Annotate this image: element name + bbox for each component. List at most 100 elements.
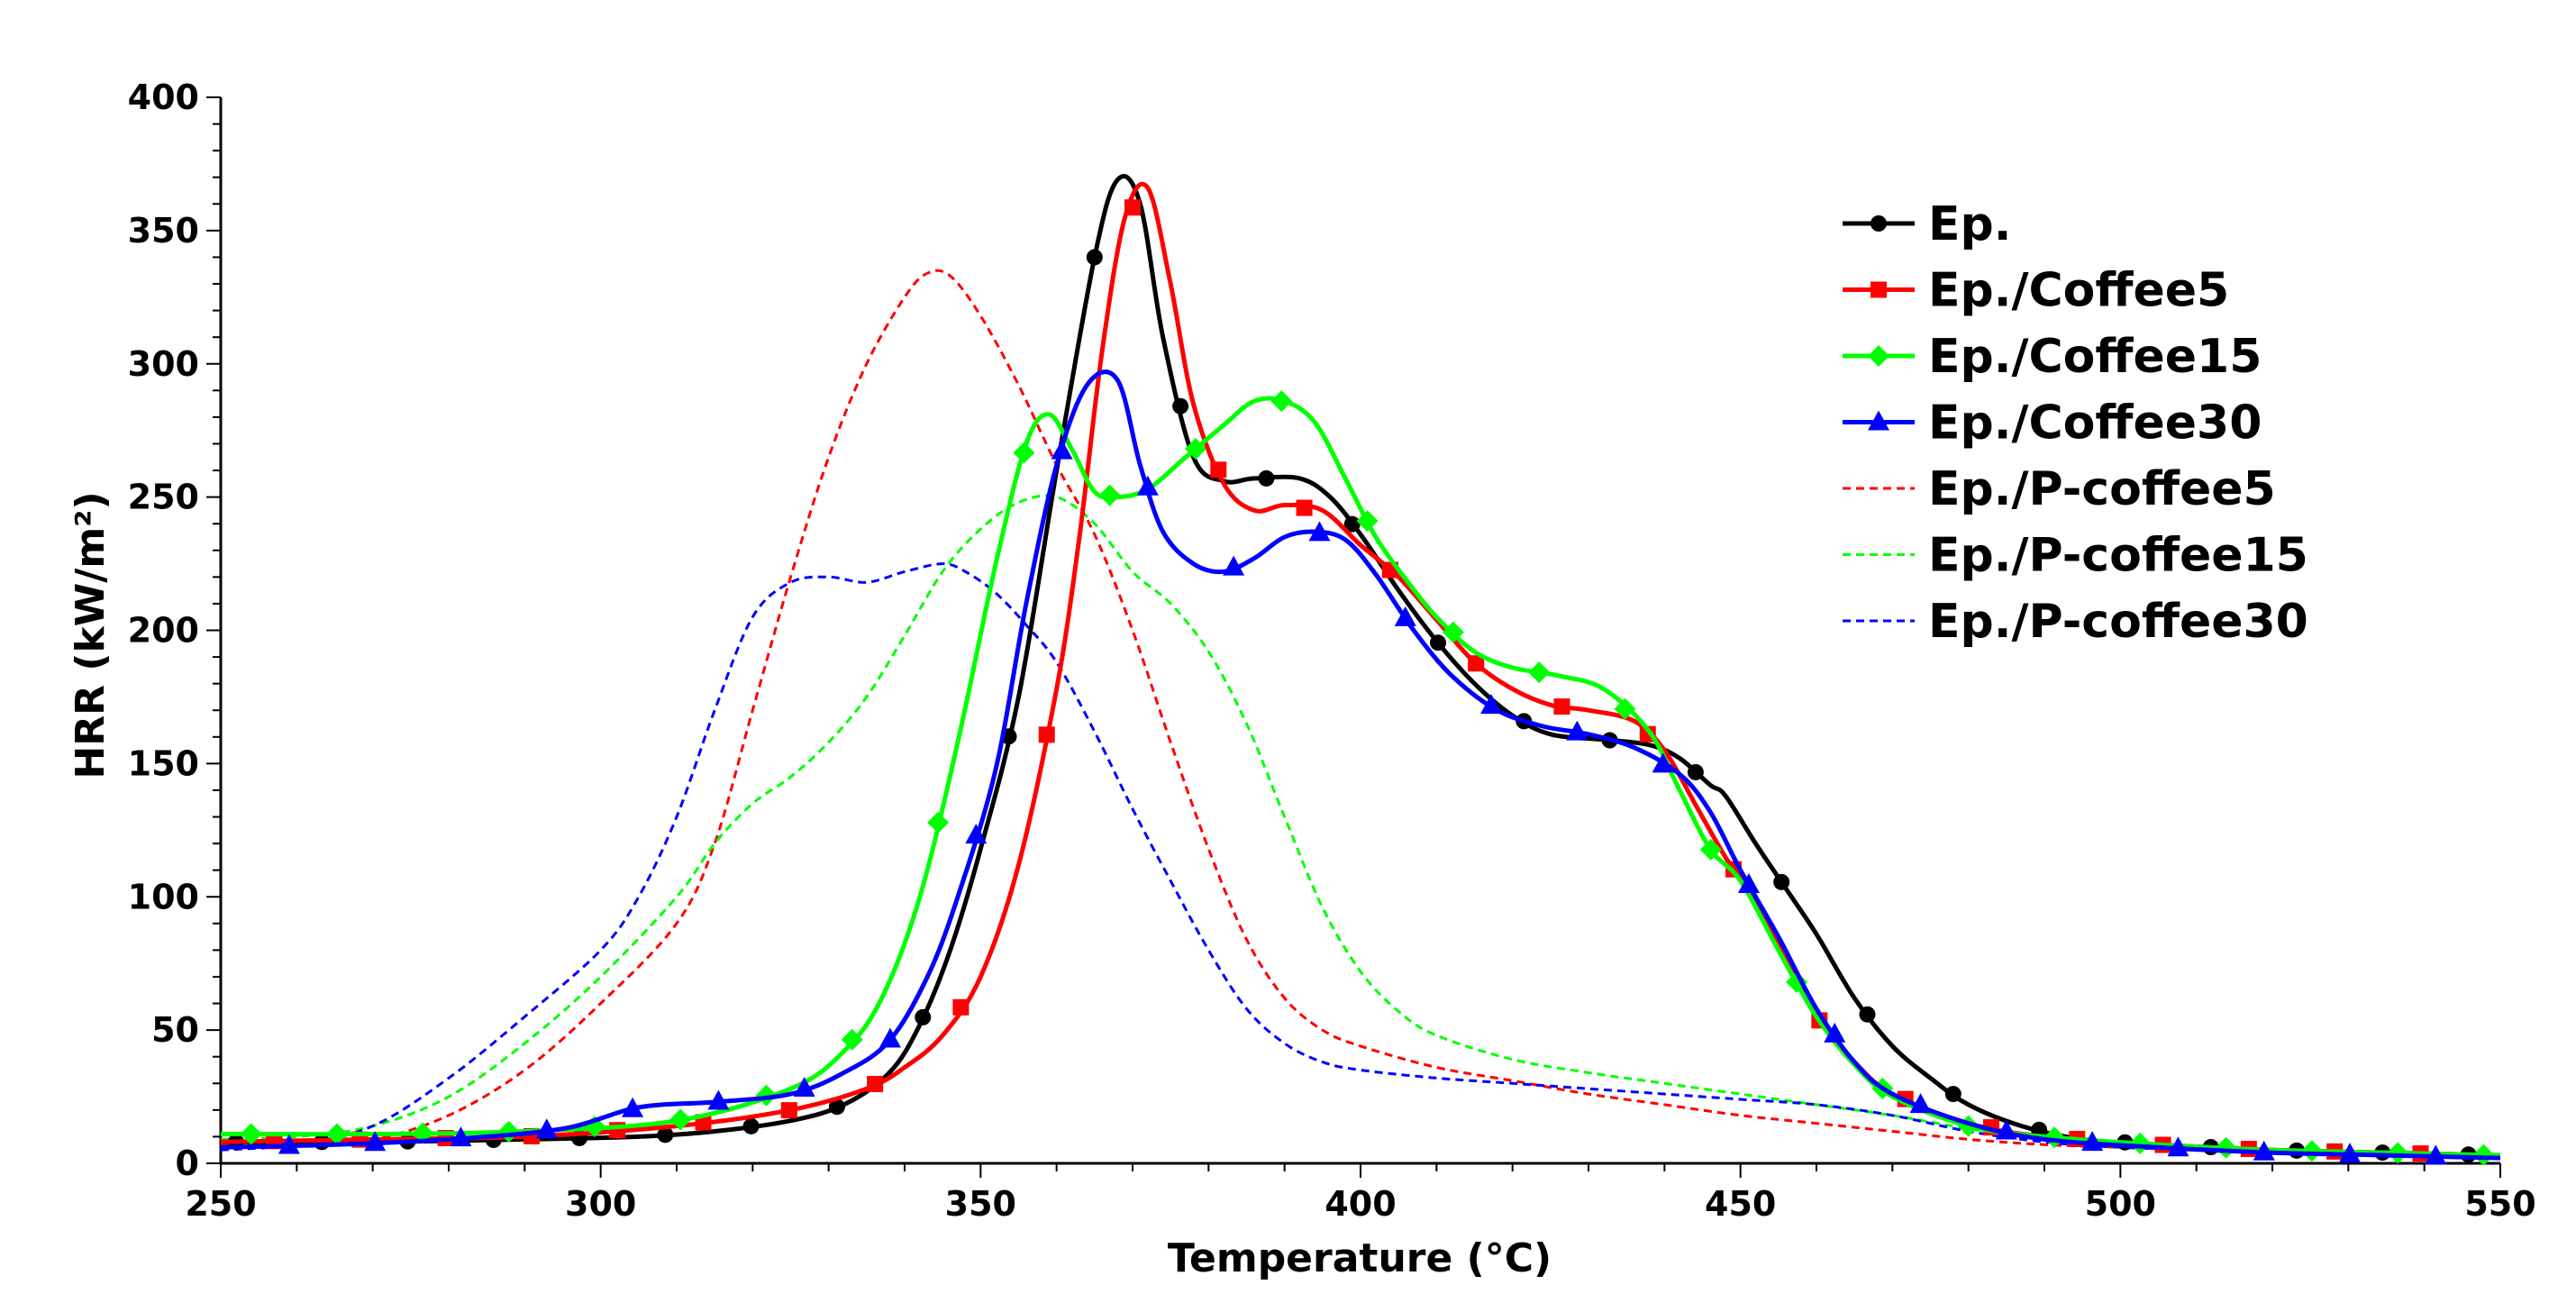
data-point [1995, 1119, 2017, 1140]
data-point [1566, 720, 1588, 741]
data-point [326, 1123, 349, 1145]
data-point [841, 1028, 863, 1051]
data-point [1871, 281, 1887, 298]
data-point [535, 1118, 558, 1139]
data-point [364, 1131, 387, 1152]
series-line [220, 174, 2501, 1158]
data-point [2425, 1144, 2447, 1165]
y-tick-label: 300 [128, 344, 199, 384]
data-point [240, 1123, 262, 1145]
data-point [1442, 621, 1464, 643]
data-point [2167, 1136, 2189, 1157]
data-point [622, 1097, 644, 1117]
data-point [1871, 215, 1887, 232]
legend-entry: Ep./P-coffee30 [1843, 595, 2308, 649]
data-point [1086, 249, 1103, 266]
series-line [220, 494, 2501, 1157]
data-point [1909, 1093, 1932, 1114]
data-point [1051, 439, 1073, 460]
series-ep- [220, 174, 2501, 1163]
data-point [1773, 873, 1790, 890]
data-point [793, 1077, 815, 1098]
data-point [1430, 634, 1447, 652]
data-point [1528, 661, 1551, 684]
data-point [1868, 345, 1889, 367]
data-point [1343, 515, 1361, 533]
data-point [952, 998, 969, 1016]
data-point [1480, 694, 1503, 715]
data-point [2081, 1131, 2104, 1152]
data-point [1223, 555, 1245, 576]
data-point [1468, 655, 1485, 672]
data-point [2253, 1140, 2275, 1161]
legend-label: Ep. [1928, 197, 2012, 251]
data-point [1296, 499, 1313, 516]
series-group [220, 174, 2501, 1166]
legend-entry: Ep./Coffee15 [1843, 330, 2262, 384]
data-point [1038, 726, 1055, 743]
legend: Ep. Ep./Coffee5 Ep./Coffee15 Ep./Coffee30 Ep… [1843, 197, 2308, 649]
legend-entry: Ep./Coffee30 [1843, 396, 2262, 451]
data-point [2339, 1143, 2362, 1163]
data-point [1136, 475, 1159, 496]
y-tick-label: 400 [128, 77, 199, 117]
series-ep-p-coffee30 [220, 562, 2501, 1160]
y-tick-label: 250 [128, 478, 199, 517]
legend-label: Ep./Coffee30 [1928, 396, 2262, 451]
legend-label: Ep./P-coffee5 [1928, 462, 2276, 516]
y-tick-label: 150 [128, 743, 199, 783]
series-line [220, 269, 2501, 1157]
data-point [1356, 510, 1379, 533]
x-tick-label: 500 [2085, 1184, 2156, 1224]
legend-entry: Ep./P-coffee15 [1843, 529, 2308, 583]
data-point [1184, 438, 1206, 460]
y-axis-title: HRR (kW/m²) [68, 491, 114, 779]
data-point [1944, 1086, 1962, 1103]
data-point [2387, 1142, 2409, 1164]
y-tick-label: 100 [128, 877, 199, 916]
x-tick-label: 450 [1705, 1184, 1776, 1224]
data-point [828, 1098, 845, 1116]
data-point [1868, 410, 1889, 431]
legend-entry: Ep./P-coffee5 [1843, 462, 2276, 516]
x-tick-label: 300 [565, 1184, 636, 1224]
series-ep-coffee30 [220, 369, 2501, 1165]
x-tick-label: 550 [2464, 1184, 2535, 1224]
data-point [657, 1126, 674, 1144]
data-point [742, 1117, 760, 1134]
data-point [965, 824, 988, 844]
data-point [450, 1126, 472, 1147]
data-point [2472, 1144, 2495, 1166]
series-line [220, 369, 2501, 1161]
data-point [1172, 397, 1189, 415]
data-point [927, 811, 950, 834]
series-ep-p-coffee15 [220, 494, 2501, 1157]
data-point [669, 1108, 692, 1131]
legend-entry: Ep./Coffee5 [1843, 264, 2229, 318]
data-point [1013, 442, 1035, 464]
data-point [878, 1027, 901, 1048]
data-point [1614, 697, 1636, 720]
data-point [707, 1089, 730, 1110]
x-axis-title: Temperature (°C) [1168, 1235, 1552, 1281]
series-ep-p-coffee5 [220, 269, 2501, 1157]
data-point [780, 1102, 797, 1119]
data-point [1258, 469, 1275, 487]
data-point [867, 1075, 884, 1092]
legend-label: Ep./Coffee5 [1928, 264, 2229, 318]
data-point [1786, 970, 1808, 993]
x-tick-label: 350 [945, 1184, 1016, 1224]
axes-group: 0 50 100 150 200 250 300 350 400 250 300 350 400 450 5… [128, 77, 2536, 1224]
series-line [220, 562, 2501, 1160]
data-point [278, 1134, 300, 1154]
data-point [1859, 1006, 1876, 1023]
legend-entry: Ep. [1843, 197, 2012, 251]
data-point [915, 1008, 932, 1025]
data-point [1652, 752, 1674, 773]
data-point [1824, 1022, 1846, 1043]
data-point [1308, 521, 1331, 542]
data-point [1098, 484, 1121, 506]
data-point [1270, 390, 1293, 413]
data-point [2300, 1140, 2323, 1162]
